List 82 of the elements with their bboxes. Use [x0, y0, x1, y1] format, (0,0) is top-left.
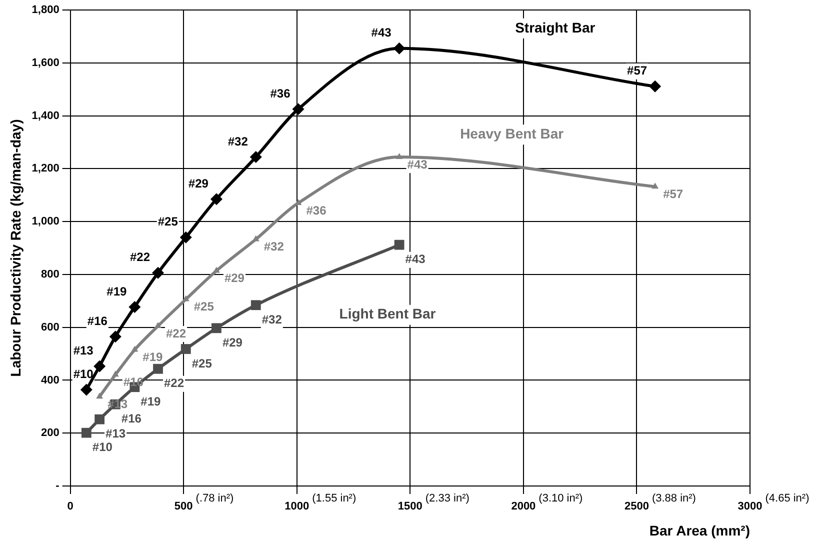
point: [94, 414, 105, 424]
point: [210, 193, 222, 206]
annotation: #43: [405, 252, 426, 266]
point: [152, 266, 164, 279]
x-tick-label: 2500: [624, 500, 649, 513]
annotation: #57: [627, 64, 648, 78]
annotation: #32: [262, 312, 282, 326]
point: [396, 153, 403, 160]
annotation: #32: [264, 240, 284, 254]
point: [292, 103, 304, 116]
annotation: #22: [166, 326, 186, 340]
text: (3.88 in²): [652, 492, 696, 505]
annotation: #57: [663, 186, 684, 201]
x-tick-label: 2000: [511, 500, 536, 513]
y-tick-label: 1,800: [32, 4, 60, 16]
annotation: #19: [142, 350, 164, 364]
point: [652, 182, 659, 189]
y-tick-label: 800: [40, 268, 60, 280]
annotation: #10: [73, 367, 94, 382]
point: [80, 384, 92, 396]
point: [109, 330, 122, 343]
y-tick-label: 1,200: [32, 162, 60, 175]
point: [81, 428, 92, 438]
annotation: #10: [92, 440, 113, 454]
point: [250, 300, 261, 310]
point: [649, 80, 662, 92]
annotation: #32: [228, 134, 248, 148]
y-tick-label: 1,000: [32, 216, 60, 228]
text: (1.55 in²): [312, 492, 356, 505]
series-label: Straight Bar: [515, 19, 596, 36]
annotation: #22: [164, 376, 184, 390]
x-tick-label: 3000: [738, 500, 762, 513]
point: [96, 392, 104, 399]
annotation: #43: [371, 26, 392, 40]
y-axis-title: Labour Productivity Rate (kg/man-day): [7, 119, 24, 377]
annotation: #19: [106, 284, 127, 298]
point: [153, 364, 163, 374]
point: [393, 42, 406, 54]
point: [131, 346, 138, 352]
x-axis-title: Bar Area (mm²): [649, 522, 750, 538]
series-label: Heavy Bent Bar: [460, 126, 564, 142]
point: [182, 295, 190, 302]
y-tick-label: -: [56, 480, 60, 492]
y-tick-label: 200: [40, 427, 60, 440]
x-tick-label: 0: [67, 500, 74, 513]
point: [250, 151, 262, 164]
annotation: #29: [224, 271, 245, 286]
point: [180, 231, 192, 244]
text: (.78 in²): [196, 492, 234, 505]
y-tick-label: 600: [40, 321, 60, 334]
annotation: #25: [194, 300, 214, 314]
annotation: #36: [270, 86, 291, 100]
x-tick-label: 1000: [284, 500, 310, 513]
text: Light Bent Bar: [339, 306, 436, 322]
annotation: #29: [222, 335, 243, 350]
annotation: #16: [121, 412, 142, 426]
annotation: #29: [188, 176, 209, 190]
text: (3.10 in²): [538, 492, 583, 505]
y-tick-label: 1,600: [32, 56, 60, 69]
x-tick-label: 1500: [398, 500, 422, 513]
annotation: #22: [130, 250, 150, 264]
annotation: #43: [407, 157, 428, 172]
point: [128, 300, 141, 313]
x-tick-label: 500: [174, 500, 193, 513]
annotation: #36: [306, 203, 327, 218]
text: (4.65 in²): [765, 492, 810, 505]
annotation: #25: [158, 214, 178, 229]
annotation: #25: [192, 356, 212, 370]
point: [212, 266, 220, 273]
y-tick-label: 1,400: [32, 110, 60, 122]
annotation: #13: [106, 426, 126, 441]
point: [112, 370, 119, 377]
y-tick-label: 400: [40, 374, 60, 386]
point: [94, 360, 106, 372]
annotation: #16: [87, 314, 108, 328]
point: [394, 240, 404, 250]
point: [212, 323, 222, 334]
annotation: #19: [140, 394, 162, 408]
text: (2.33 in²): [425, 492, 470, 505]
point: [180, 344, 191, 354]
annotation: #13: [73, 344, 94, 358]
point: [154, 322, 162, 328]
